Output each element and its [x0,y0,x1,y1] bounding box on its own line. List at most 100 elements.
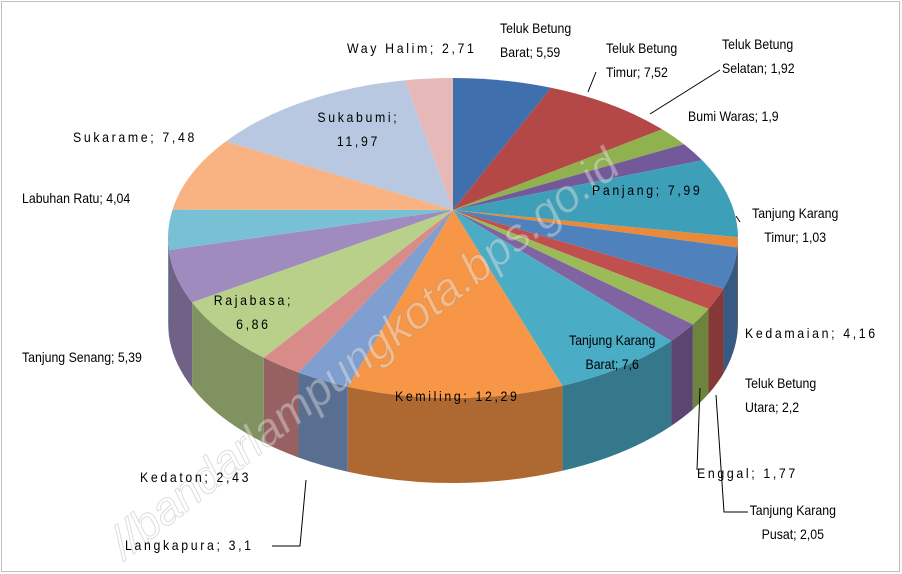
category-label: Sukabumi [317,109,394,125]
data-label: Enggal; 1,77 [697,461,798,485]
category-label: Kedamaian [745,325,832,341]
category-label: Teluk Betung Utara [745,375,820,415]
category-label: Panjang [592,182,656,198]
label-separator: ; [614,356,622,372]
label-separator: ; [637,64,644,80]
label-separator: ; [763,60,771,76]
leader-line [735,215,741,223]
pie-slice [453,210,738,248]
label-separator: ; [286,292,300,308]
label-separator: ; [204,469,217,485]
category-label: Bumi Waras [688,108,755,124]
label-separator: ; [429,40,442,56]
leader-line [272,479,307,547]
data-label: Bumi Waras; 1,9 [688,104,779,128]
label-separator: ; [793,526,800,542]
leader-line [587,71,597,93]
category-label: Teluk Betung Timur [606,40,681,80]
leader-line [696,387,701,471]
label-separator: ; [754,108,762,124]
value-label: 2,2 [781,399,800,415]
value-label: 4,04 [106,190,131,206]
value-label: 1,9 [761,108,779,124]
value-label: 1,92 [770,60,795,76]
label-separator: ; [775,399,782,415]
value-label: 3,1 [228,537,254,553]
data-label: Tanjung Karang Pusat; 2,05 [740,498,846,546]
pie-slice [453,78,552,210]
label-separator: ; [99,190,107,206]
pie-slice [404,78,453,210]
value-label: 2,43 [216,469,252,485]
leader-line [649,69,721,115]
value-label: 7,48 [162,129,197,145]
pie-side [723,247,738,374]
category-label: Kemiling [395,388,464,404]
pie-slice [192,210,453,358]
leader-line [715,394,748,513]
category-label: Teluk Betung Selatan [722,36,797,76]
pie-slice [168,209,453,251]
category-label: Way Halim [347,40,430,56]
data-label: Teluk Betung Selatan; 1,92 [722,32,810,80]
value-label: 6,86 [236,316,271,332]
value-label: 1,03 [802,229,827,245]
value-label: 2,71 [441,40,477,56]
data-label: Way Halim; 2,71 [347,36,477,60]
category-label: Sukarame [73,129,151,145]
pie-side [737,238,738,333]
label-separator: ; [463,388,476,404]
pie-side [708,288,724,394]
category-label: Labuhan Ratu [22,190,100,206]
category-label: Kedaton [140,469,205,485]
pie-slice [453,210,724,309]
value-label: 5,59 [536,44,561,60]
category-label: Enggal [697,465,752,481]
data-label: Panjang; 7,99 [592,178,702,202]
category-label: Tanjung Karang Timur [752,205,842,245]
data-label: Teluk Betung Timur; 7,52 [606,36,694,84]
pie-slice [347,210,563,398]
pie-slice [453,210,672,386]
pie-slice [168,210,454,303]
data-label: Langkapura; 3,1 [125,533,254,557]
data-label: Kedamaian; 4,16 [745,321,878,345]
pie-slice [453,87,663,210]
pie-side [192,302,264,443]
label-separator: ; [393,109,406,125]
pie-side [263,357,299,458]
value-label: 11,97 [336,133,380,149]
pie-side [671,324,693,426]
label-separator: ; [111,349,118,365]
value-label: 12,29 [475,388,520,404]
data-label: Kemiling; 12,29 [395,384,520,408]
pie-slice [298,210,453,387]
pie-side [168,250,193,388]
label-separator: ; [216,537,229,553]
pie-slice [453,210,709,325]
value-label: 7,52 [643,64,668,80]
label-separator: ; [795,229,803,245]
category-label: Tanjung Senang [22,349,112,365]
pie-slice [453,210,738,289]
label-separator: ; [529,44,537,60]
label-separator: ; [751,465,764,481]
data-label: Sukabumi; 11,97 [310,105,407,153]
data-label: Kedaton; 2,43 [140,465,251,489]
data-label: Teluk Betung Utara; 2,2 [745,371,833,419]
pie-slice [453,160,738,238]
value-label: 7,6 [621,356,639,372]
label-separator: ; [150,129,163,145]
data-label: Labuhan Ratu; 4,04 [22,186,130,210]
label-separator: ; [655,182,668,198]
category-label: Tanjung Karang Pusat [749,502,840,542]
pie-side [298,372,348,472]
pie-side [562,340,672,471]
label-separator: ; [831,325,844,341]
data-label: Tanjung Karang Barat; 7,6 [555,328,669,376]
value-label: 2,05 [799,526,824,542]
value-label: 7,99 [667,182,703,198]
category-label: Rajabasa [213,292,287,308]
pie-slice [225,80,453,210]
pie-slice [453,129,684,210]
